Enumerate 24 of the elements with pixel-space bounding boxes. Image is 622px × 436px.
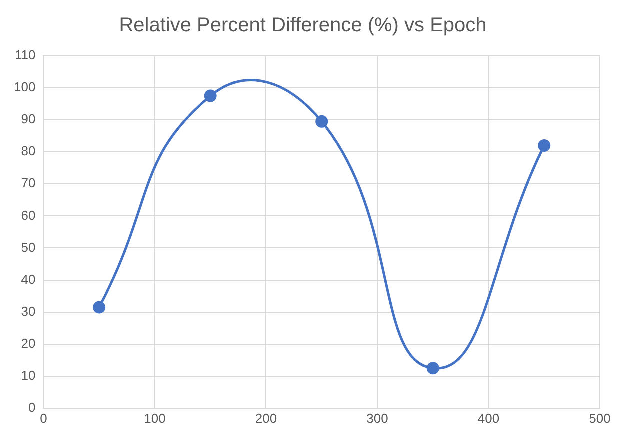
y-tick-label: 30	[21, 304, 36, 319]
y-tick-label: 10	[21, 368, 36, 383]
point	[316, 115, 328, 128]
point	[204, 90, 217, 102]
point	[93, 301, 106, 314]
x-tick-label: 200	[255, 410, 278, 426]
x-tick-label: 0	[40, 410, 48, 426]
y-tick-label: 80	[21, 144, 36, 159]
x-tick-label: 300	[366, 410, 388, 426]
y-tick-label: 70	[21, 176, 36, 191]
y-tick-label: 40	[21, 272, 36, 287]
chart-title: Relative Percent Difference (%) vs Epoch	[119, 14, 487, 37]
y-tick-label: 110	[14, 48, 36, 63]
point	[426, 362, 440, 375]
y-tick-label: 0	[28, 400, 36, 415]
point	[538, 139, 551, 152]
y-tick-label: 90	[21, 112, 36, 127]
x-tick-label: 100	[144, 410, 166, 426]
x-tick-label: 400	[478, 410, 500, 426]
y-tick-label: 50	[21, 240, 36, 255]
y-tick-label: 100	[14, 80, 36, 95]
y-tick-label: 20	[21, 336, 36, 351]
y-tick-label: 60	[21, 208, 36, 223]
x-tick-label: 500	[589, 410, 611, 426]
